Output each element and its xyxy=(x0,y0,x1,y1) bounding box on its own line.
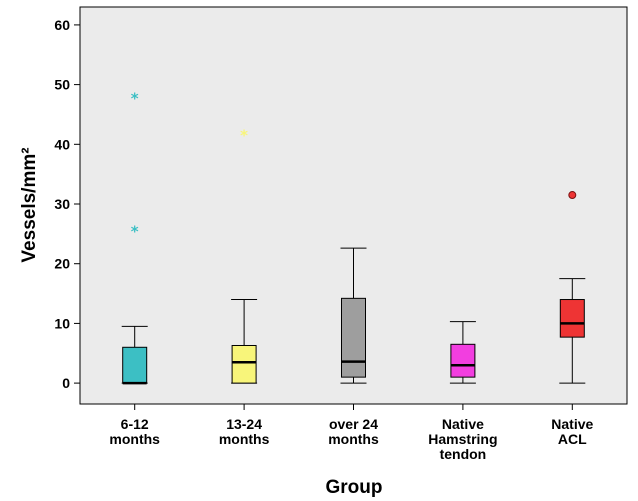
x-tick-label: Native xyxy=(551,416,593,432)
box xyxy=(341,297,366,378)
x-tick-label: Hamstring xyxy=(428,431,497,447)
y-tick-label: 30 xyxy=(54,196,70,212)
x-axis-title: Group xyxy=(326,477,383,498)
x-tick-label: months xyxy=(328,431,379,447)
extreme-star-point: * xyxy=(240,127,248,145)
box-group xyxy=(559,191,586,384)
x-tick-label: over 24 xyxy=(329,416,378,432)
box xyxy=(559,299,585,338)
box-group xyxy=(449,321,476,384)
y-tick-label: 0 xyxy=(62,375,70,391)
x-tick-label: months xyxy=(219,431,270,447)
extreme-star-point: * xyxy=(131,90,139,108)
y-axis-title: Vessels/mm² xyxy=(19,147,40,262)
x-tick-label: Native xyxy=(442,416,484,432)
x-tick-label: 6-12 xyxy=(121,416,149,432)
outlier-point xyxy=(568,191,577,200)
x-tick-label: ACL xyxy=(558,431,587,447)
x-tick-label: tendon xyxy=(440,446,487,462)
box xyxy=(450,343,476,378)
y-tick-label: 60 xyxy=(54,17,70,33)
x-tick-label: 13-24 xyxy=(226,416,262,432)
box-group: * xyxy=(231,127,258,384)
y-tick-label: 10 xyxy=(54,315,70,331)
boxes: *** xyxy=(121,90,586,385)
x-tick-label: months xyxy=(109,431,160,447)
box xyxy=(122,346,148,384)
y-axis: 0 10 20 30 40 50 60 xyxy=(54,17,80,391)
box-group xyxy=(340,247,367,384)
y-tick-label: 20 xyxy=(54,256,70,272)
box xyxy=(231,344,257,384)
y-tick-label: 40 xyxy=(54,136,70,152)
extreme-star-point: * xyxy=(131,223,139,241)
box-group: ** xyxy=(121,90,148,385)
y-tick-label: 50 xyxy=(54,77,70,93)
